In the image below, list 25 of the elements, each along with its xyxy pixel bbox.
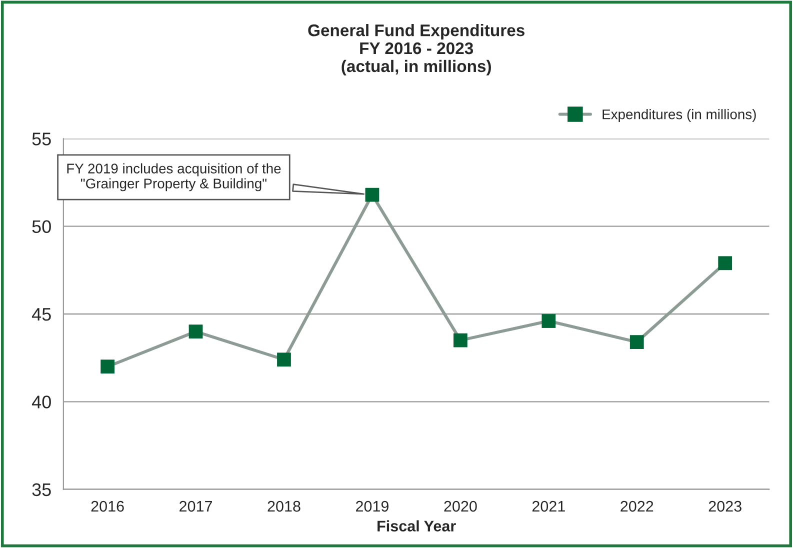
x-tick-label: 2022: [620, 500, 654, 512]
chart-title: General Fund Expenditures FY 2016 - 2023 (actual, in millions): [308, 24, 524, 76]
y-tick-label: 55: [32, 132, 51, 146]
x-tick-label: 2019: [356, 500, 388, 512]
y-tick-label: 45: [32, 308, 51, 321]
x-tick-label: 2020: [444, 500, 477, 512]
y-tick-label: 50: [32, 220, 51, 234]
x-tick-label: 2018: [268, 500, 300, 512]
x-tick-label: 2016: [91, 500, 124, 512]
point: [188, 324, 203, 338]
point: [453, 333, 468, 348]
point: [630, 335, 644, 350]
x-tick-label: 2017: [180, 500, 212, 512]
annotation: FY 2019 includes acquisition of the "Grainger Property & Building": [67, 163, 281, 192]
point: [718, 256, 732, 270]
point: [100, 360, 114, 374]
point: [542, 314, 556, 328]
legend-label: Expenditures (in millions): [602, 109, 756, 122]
point: [277, 352, 291, 367]
x-axis-title: Fiscal Year: [378, 520, 456, 532]
y-tick-label: 40: [32, 396, 51, 408]
x-tick-label: 2023: [708, 500, 742, 512]
x-tick-label: 2021: [532, 500, 565, 512]
point: [365, 188, 380, 202]
y-tick-label: 35: [32, 483, 51, 496]
